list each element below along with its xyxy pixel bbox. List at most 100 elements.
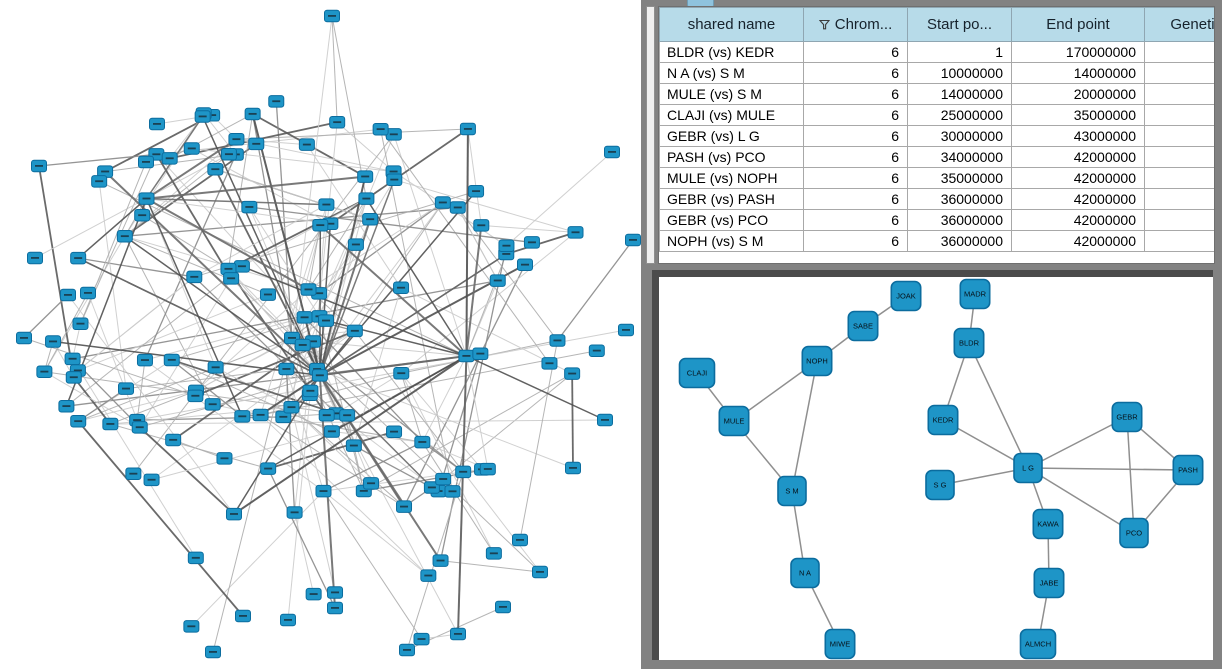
network-node[interactable] bbox=[138, 155, 154, 169]
network-edge[interactable] bbox=[442, 373, 573, 480]
network-node[interactable] bbox=[498, 239, 515, 253]
network-node[interactable] bbox=[512, 533, 528, 547]
network-edge[interactable] bbox=[125, 368, 287, 390]
network-node[interactable] bbox=[248, 137, 265, 151]
network-edge[interactable] bbox=[466, 355, 606, 421]
network-node[interactable] bbox=[459, 122, 476, 136]
network-edge[interactable] bbox=[308, 202, 444, 290]
network-node[interactable] bbox=[118, 382, 135, 395]
network-edge[interactable] bbox=[155, 153, 232, 279]
network-edge[interactable] bbox=[146, 198, 331, 225]
network-node-mule[interactable]: MULE bbox=[718, 405, 750, 437]
network-edge[interactable] bbox=[319, 134, 395, 317]
network-node[interactable] bbox=[296, 311, 313, 324]
cell-value[interactable]: 6 bbox=[803, 62, 908, 84]
network-edge[interactable] bbox=[241, 265, 467, 357]
network-node[interactable] bbox=[207, 163, 224, 176]
network-edge[interactable] bbox=[307, 225, 321, 290]
network-edge[interactable] bbox=[251, 113, 321, 376]
network-edge[interactable] bbox=[331, 15, 338, 123]
network-node[interactable] bbox=[134, 209, 151, 222]
network-edge[interactable] bbox=[323, 490, 429, 577]
network-node[interactable] bbox=[347, 238, 364, 251]
cell-value[interactable]: 6 bbox=[803, 167, 908, 189]
network-edge[interactable] bbox=[506, 151, 613, 247]
cell-value[interactable]: 14000000 bbox=[907, 83, 1012, 105]
cell-value[interactable]: 36000000 bbox=[907, 209, 1012, 231]
network-edge[interactable] bbox=[124, 236, 214, 405]
network-edge[interactable] bbox=[316, 202, 444, 370]
network-node[interactable] bbox=[91, 175, 108, 188]
network-node-pash[interactable]: PASH bbox=[1172, 454, 1204, 486]
cell-value[interactable]: 11.4 bbox=[1144, 146, 1214, 168]
network-edge[interactable] bbox=[201, 116, 321, 376]
network-node[interactable] bbox=[65, 371, 82, 384]
network-node[interactable] bbox=[283, 401, 300, 414]
cell-shared-name[interactable]: NOPH (vs) S M bbox=[659, 230, 804, 252]
table-row[interactable]: NOPH (vs) S M636000000420000009.9 bbox=[659, 230, 1214, 252]
cell-value[interactable]: 42000000 bbox=[1011, 167, 1145, 189]
network-edge[interactable] bbox=[319, 179, 396, 376]
vertical-scrollbar[interactable] bbox=[646, 6, 655, 264]
network-node[interactable] bbox=[318, 198, 335, 211]
subnetwork-canvas[interactable]: CLAJI MULE NOPH SABE JOAK S M N A MIWE MADR BLDR K… bbox=[659, 277, 1213, 660]
overview-network-canvas[interactable] bbox=[0, 0, 641, 669]
table-row[interactable]: GEBR (vs) PCO636000000420000008.4 bbox=[659, 209, 1214, 231]
network-edge[interactable] bbox=[236, 128, 468, 140]
network-node[interactable] bbox=[286, 506, 303, 519]
network-node[interactable] bbox=[604, 145, 620, 159]
network-node[interactable] bbox=[362, 213, 379, 226]
network-node[interactable] bbox=[386, 425, 403, 438]
network-node[interactable] bbox=[327, 601, 343, 615]
network-node[interactable] bbox=[346, 324, 363, 338]
network-edge[interactable] bbox=[77, 276, 195, 371]
network-node[interactable] bbox=[233, 260, 250, 273]
table-row[interactable]: GEBR (vs) L G6300000004300000016.9 bbox=[659, 125, 1214, 147]
network-node[interactable] bbox=[517, 258, 534, 272]
network-node[interactable] bbox=[16, 331, 32, 345]
network-node[interactable] bbox=[564, 367, 581, 380]
network-edge[interactable] bbox=[191, 490, 324, 627]
cell-value[interactable]: 6 bbox=[803, 188, 908, 210]
network-node[interactable] bbox=[565, 461, 581, 475]
network-node[interactable] bbox=[357, 170, 374, 183]
network-node[interactable] bbox=[183, 142, 200, 155]
network-node[interactable] bbox=[588, 344, 605, 357]
network-node-l-g[interactable]: L G bbox=[1013, 452, 1043, 484]
network-node[interactable] bbox=[204, 398, 221, 411]
network-node[interactable] bbox=[318, 314, 335, 327]
network-node-joak[interactable]: JOAK bbox=[890, 280, 922, 312]
network-edge[interactable] bbox=[319, 198, 367, 376]
network-node-kawa[interactable]: KAWA bbox=[1032, 508, 1064, 540]
network-edge[interactable] bbox=[465, 355, 489, 470]
network-node[interactable] bbox=[31, 159, 47, 173]
network-node[interactable] bbox=[207, 361, 224, 374]
network-node[interactable] bbox=[36, 365, 53, 378]
network-node[interactable] bbox=[194, 110, 211, 123]
network-node[interactable] bbox=[393, 367, 410, 380]
network-edge[interactable] bbox=[260, 225, 321, 416]
network-node[interactable] bbox=[136, 353, 153, 367]
network-node[interactable] bbox=[485, 547, 502, 560]
network-node[interactable] bbox=[300, 283, 317, 296]
network-edge[interactable] bbox=[304, 316, 423, 443]
network-edge[interactable] bbox=[467, 128, 482, 226]
network-edge[interactable] bbox=[318, 202, 444, 294]
network-node[interactable] bbox=[235, 609, 251, 623]
network-edge[interactable] bbox=[241, 198, 367, 267]
cell-value[interactable]: 35000000 bbox=[1011, 104, 1145, 126]
cell-value[interactable]: 36000000 bbox=[907, 188, 1012, 210]
network-node[interactable] bbox=[358, 192, 375, 205]
network-edge[interactable] bbox=[248, 206, 320, 317]
cell-value[interactable]: 6 bbox=[803, 41, 908, 63]
network-node[interactable] bbox=[450, 627, 466, 641]
network-node[interactable] bbox=[187, 551, 204, 565]
network-edge[interactable] bbox=[212, 337, 293, 653]
cell-value[interactable]: 6 bbox=[803, 146, 908, 168]
cell-value[interactable]: 9.9 bbox=[1144, 230, 1214, 252]
network-edge[interactable] bbox=[171, 359, 333, 432]
edge-l-g-gebr[interactable] bbox=[1027, 416, 1128, 469]
network-edge[interactable] bbox=[457, 355, 468, 635]
network-edge[interactable] bbox=[380, 128, 550, 364]
network-edge[interactable] bbox=[354, 330, 464, 473]
